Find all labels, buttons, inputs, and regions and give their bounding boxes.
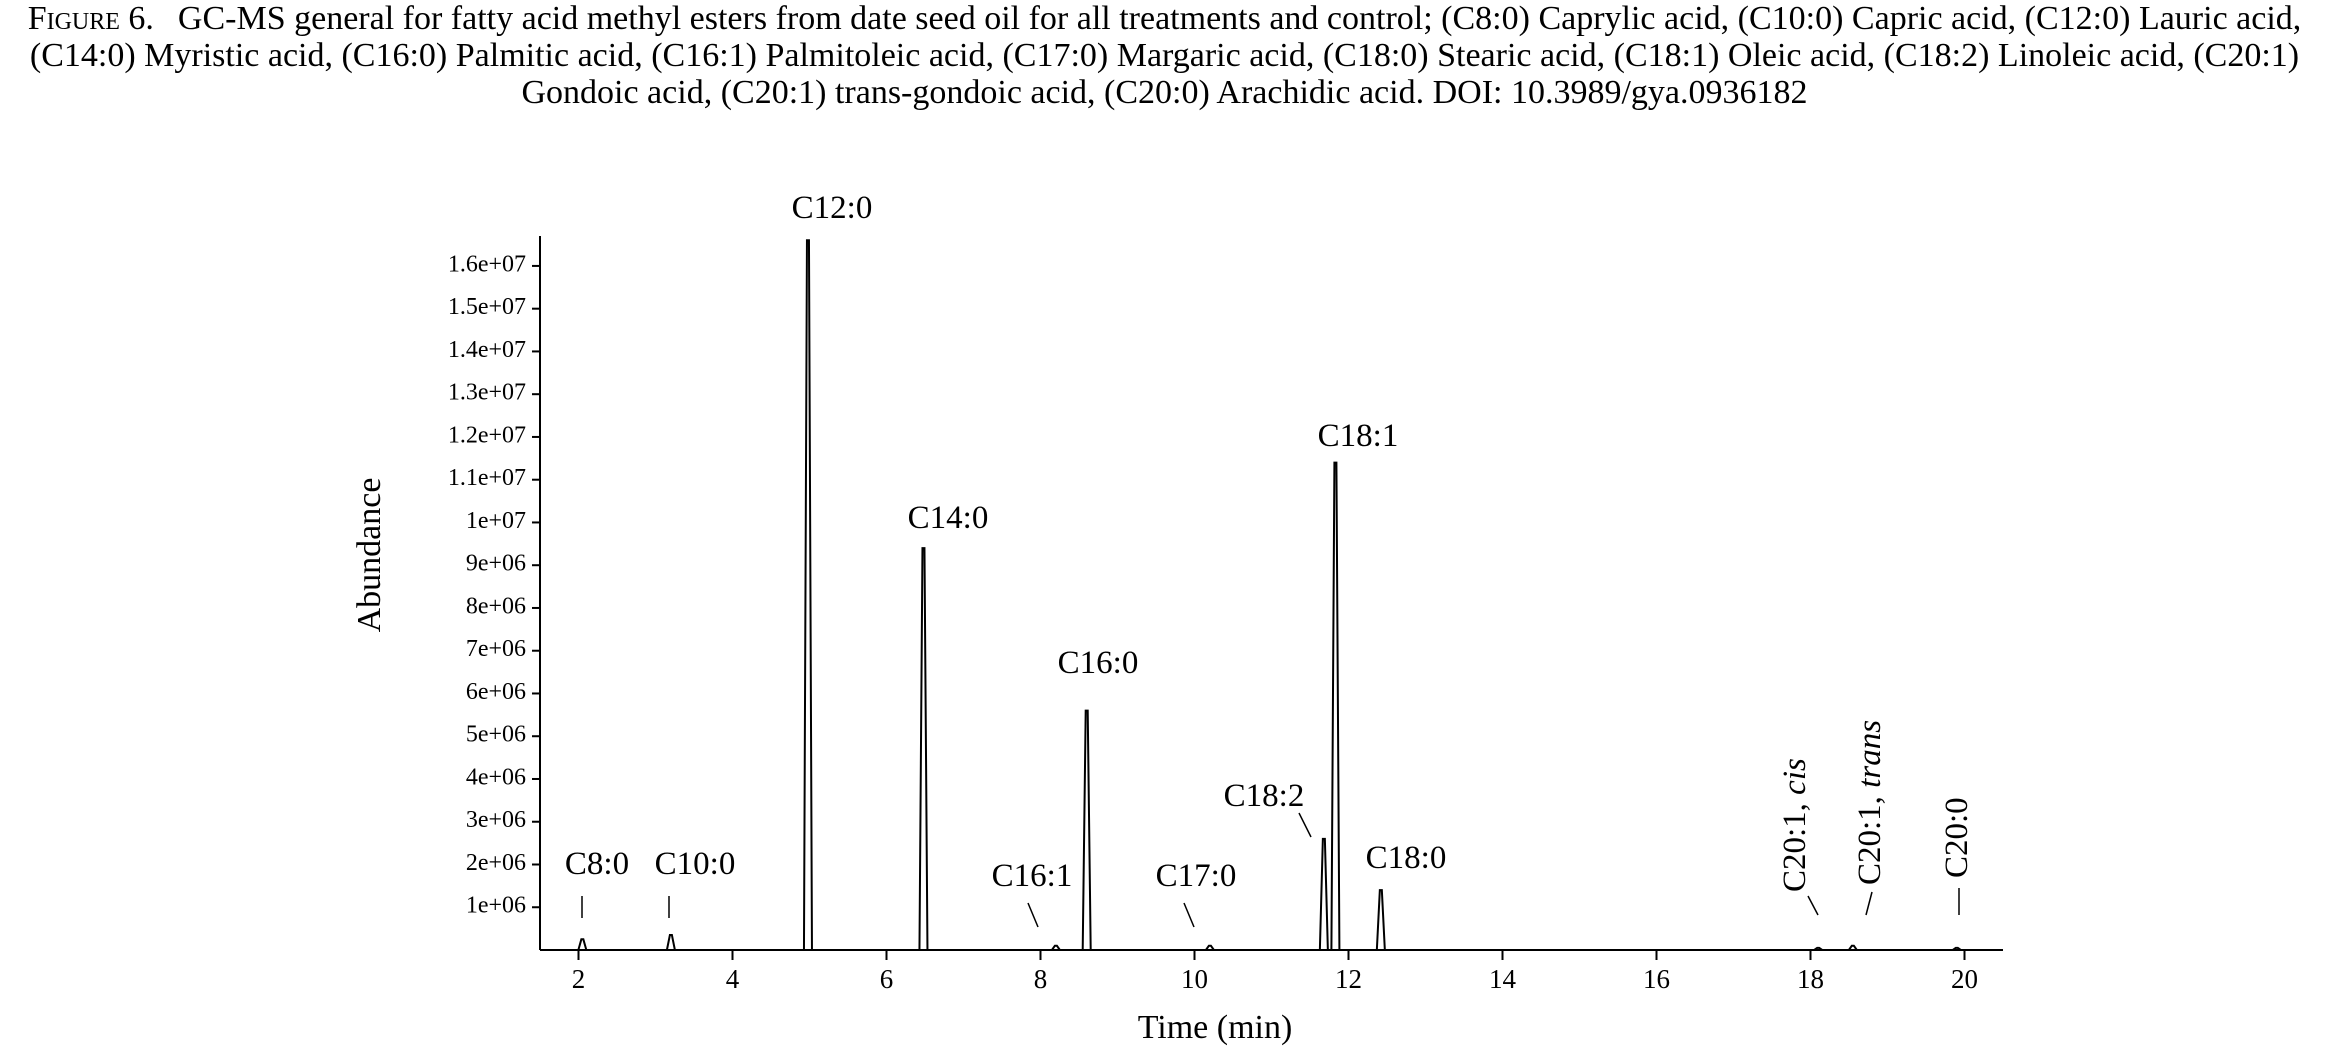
x-tick-label: 18 xyxy=(1797,964,1824,994)
peak-label-text: C20:1, xyxy=(1777,803,1813,892)
peak xyxy=(1952,946,1962,951)
y-tick-label: 1.3e+07 xyxy=(448,380,526,406)
y-tick-label: 5e+06 xyxy=(466,722,526,748)
peak-label: C18:0 xyxy=(1366,840,1447,876)
peak xyxy=(918,547,929,951)
peak-label: C18:2 xyxy=(1224,778,1305,814)
peak-label: C20:1, trans xyxy=(1852,720,1888,885)
peak-label: C16:1 xyxy=(992,858,1073,894)
y-tick-label: 8e+06 xyxy=(466,593,526,619)
peak-label: C10:0 xyxy=(655,846,736,882)
peak-label-text: C16:1 xyxy=(992,858,1073,894)
y-tick-label: 1.4e+07 xyxy=(448,337,526,363)
y-tick-label: 1.2e+07 xyxy=(448,422,526,448)
peak-label-text: C20:1, xyxy=(1852,796,1888,885)
y-tick-label: 6e+06 xyxy=(466,679,526,705)
figure-label: Figure 6. xyxy=(27,0,154,37)
peak xyxy=(577,938,588,951)
peak-label: C8:0 xyxy=(565,846,629,882)
peak xyxy=(802,239,813,951)
peak-label-text: C20:0 xyxy=(1939,797,1975,878)
x-tick-label: 12 xyxy=(1335,964,1362,994)
x-tick-label: 6 xyxy=(880,964,894,994)
x-tick-label: 16 xyxy=(1643,964,1670,994)
peak xyxy=(1081,709,1092,951)
y-tick-label: 4e+06 xyxy=(466,764,526,790)
peak xyxy=(665,934,676,951)
peak-label-text: C14:0 xyxy=(908,500,989,536)
y-tick-label: 1.1e+07 xyxy=(448,465,526,491)
y-tick-label: 1e+07 xyxy=(466,508,526,534)
peak-label-text: C10:0 xyxy=(655,846,736,882)
y-tick-label: 1.5e+07 xyxy=(448,294,526,320)
peak-label: C17:0 xyxy=(1156,858,1237,894)
caption-text: GC-MS general for fatty acid methyl este… xyxy=(29,0,2302,111)
leader-line xyxy=(1865,891,1873,916)
peak-label-text: C17:0 xyxy=(1156,858,1237,894)
x-tick-label: 8 xyxy=(1034,964,1048,994)
y-tick-label: 3e+06 xyxy=(466,807,526,833)
peak xyxy=(1813,946,1823,951)
peak xyxy=(1330,461,1341,951)
x-tick-label: 10 xyxy=(1181,964,1208,994)
caption: Figure 6. GC-MS general for fatty acid me… xyxy=(10,0,2319,111)
y-axis-title: Abundance xyxy=(351,478,388,633)
leader-line xyxy=(1807,895,1819,916)
peak-label: C18:1 xyxy=(1318,418,1399,454)
x-tick-label: 14 xyxy=(1489,964,1517,994)
peak-label-italic: trans xyxy=(1852,720,1888,788)
peak-label-text: C8:0 xyxy=(565,846,629,882)
peak-label-text: C18:0 xyxy=(1366,840,1447,876)
peak-label-text: C12:0 xyxy=(792,190,873,226)
y-tick-label: 7e+06 xyxy=(466,636,526,662)
peak-label-text: C16:0 xyxy=(1058,645,1139,681)
peak-label-text: C18:1 xyxy=(1318,418,1399,454)
x-tick-label: 2 xyxy=(572,964,586,994)
leader-line xyxy=(1027,902,1039,928)
peak-label: C16:0 xyxy=(1058,645,1139,681)
peak-label: C20:1, cis xyxy=(1777,758,1813,892)
peak-label: C12:0 xyxy=(792,190,873,226)
peak-label: C14:0 xyxy=(908,500,989,536)
peak-label: C20:0 xyxy=(1939,797,1975,878)
peak xyxy=(1205,944,1215,951)
leader-line xyxy=(1183,902,1195,928)
peak-label-italic: cis xyxy=(1777,758,1813,795)
peak-label-text: C18:2 xyxy=(1224,778,1305,814)
y-tick-label: 9e+06 xyxy=(466,551,526,577)
peak xyxy=(1848,944,1858,951)
x-tick-label: 20 xyxy=(1951,964,1978,994)
y-tick-label: 1.6e+07 xyxy=(448,251,526,277)
leader-line xyxy=(1298,812,1312,838)
y-tick-label: 2e+06 xyxy=(466,850,526,876)
peak xyxy=(1375,889,1386,951)
x-tick-label: 4 xyxy=(726,964,740,994)
peak xyxy=(1318,837,1329,951)
peak xyxy=(1051,944,1061,951)
x-axis-title: Time (min) xyxy=(1138,1009,1293,1046)
y-tick-label: 1e+06 xyxy=(466,893,526,919)
